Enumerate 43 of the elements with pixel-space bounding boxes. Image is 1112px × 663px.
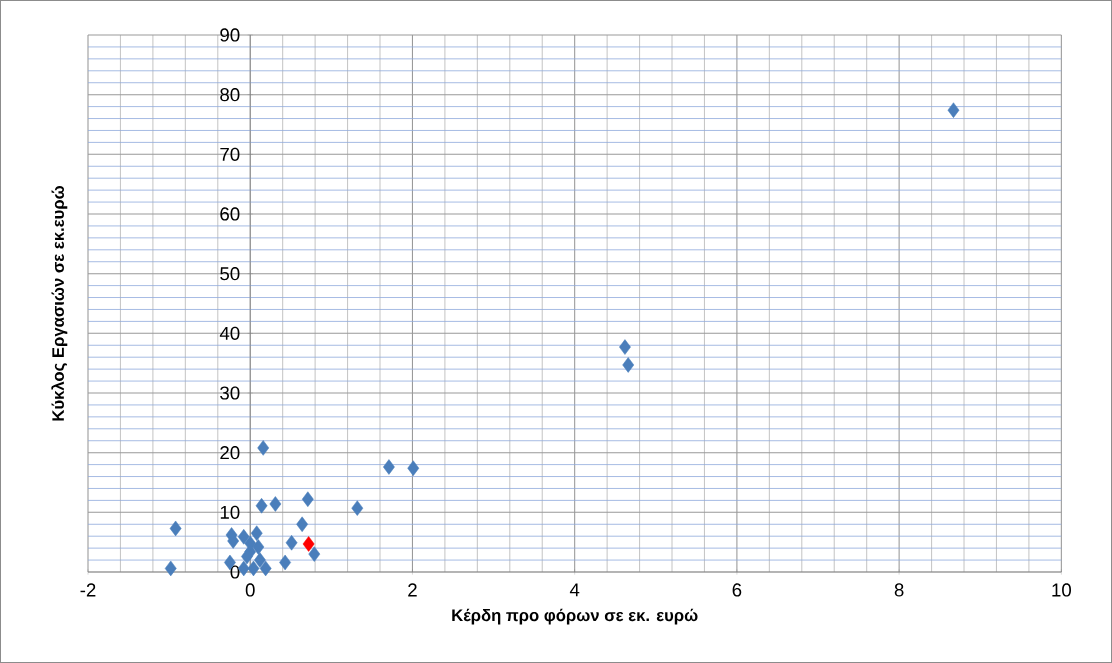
point [947, 102, 960, 118]
x-tick-label: 8 [894, 583, 904, 597]
point [269, 496, 282, 512]
x-tick-label: 10 [1052, 583, 1072, 597]
point [301, 491, 314, 507]
point [308, 546, 321, 562]
point [252, 539, 265, 555]
point [383, 459, 395, 475]
y-tick-label: 10 [220, 505, 240, 519]
y-tick-label: 90 [220, 28, 240, 42]
y-tick-label: 60 [220, 207, 240, 221]
point [254, 552, 266, 568]
point [619, 339, 631, 355]
y-tick-label: 30 [220, 386, 240, 400]
point [255, 498, 268, 514]
y-tick-label: 50 [220, 267, 240, 281]
x-tick-label: -2 [80, 583, 96, 597]
point [164, 560, 177, 577]
x-tick-label: 6 [732, 583, 742, 597]
x-axis-title: Κέρδη προ φόρων σε εκ. ευρώ [452, 608, 698, 625]
x-tick-label: 4 [569, 583, 580, 597]
point [241, 548, 253, 565]
y-tick-label: 70 [220, 147, 240, 161]
y-tick-label: 40 [219, 326, 240, 340]
point [169, 520, 182, 537]
point [279, 554, 291, 571]
point [250, 525, 263, 541]
x-tick-label: 0 [245, 583, 255, 597]
y-tick-label: 0 [230, 565, 240, 579]
point [285, 535, 298, 551]
y-tick-label: 80 [220, 88, 240, 102]
point [351, 500, 364, 516]
point [247, 560, 260, 577]
point [302, 536, 315, 552]
point [259, 560, 272, 577]
y-axis-title: Κύκλος Εργασιών σε εκ.ευρώ [51, 185, 68, 421]
x-tick-label: 2 [408, 583, 417, 597]
point [622, 357, 635, 373]
point [257, 440, 270, 456]
point [407, 460, 420, 476]
point [237, 529, 250, 545]
y-tick-label: 20 [220, 446, 240, 460]
point [296, 516, 309, 532]
